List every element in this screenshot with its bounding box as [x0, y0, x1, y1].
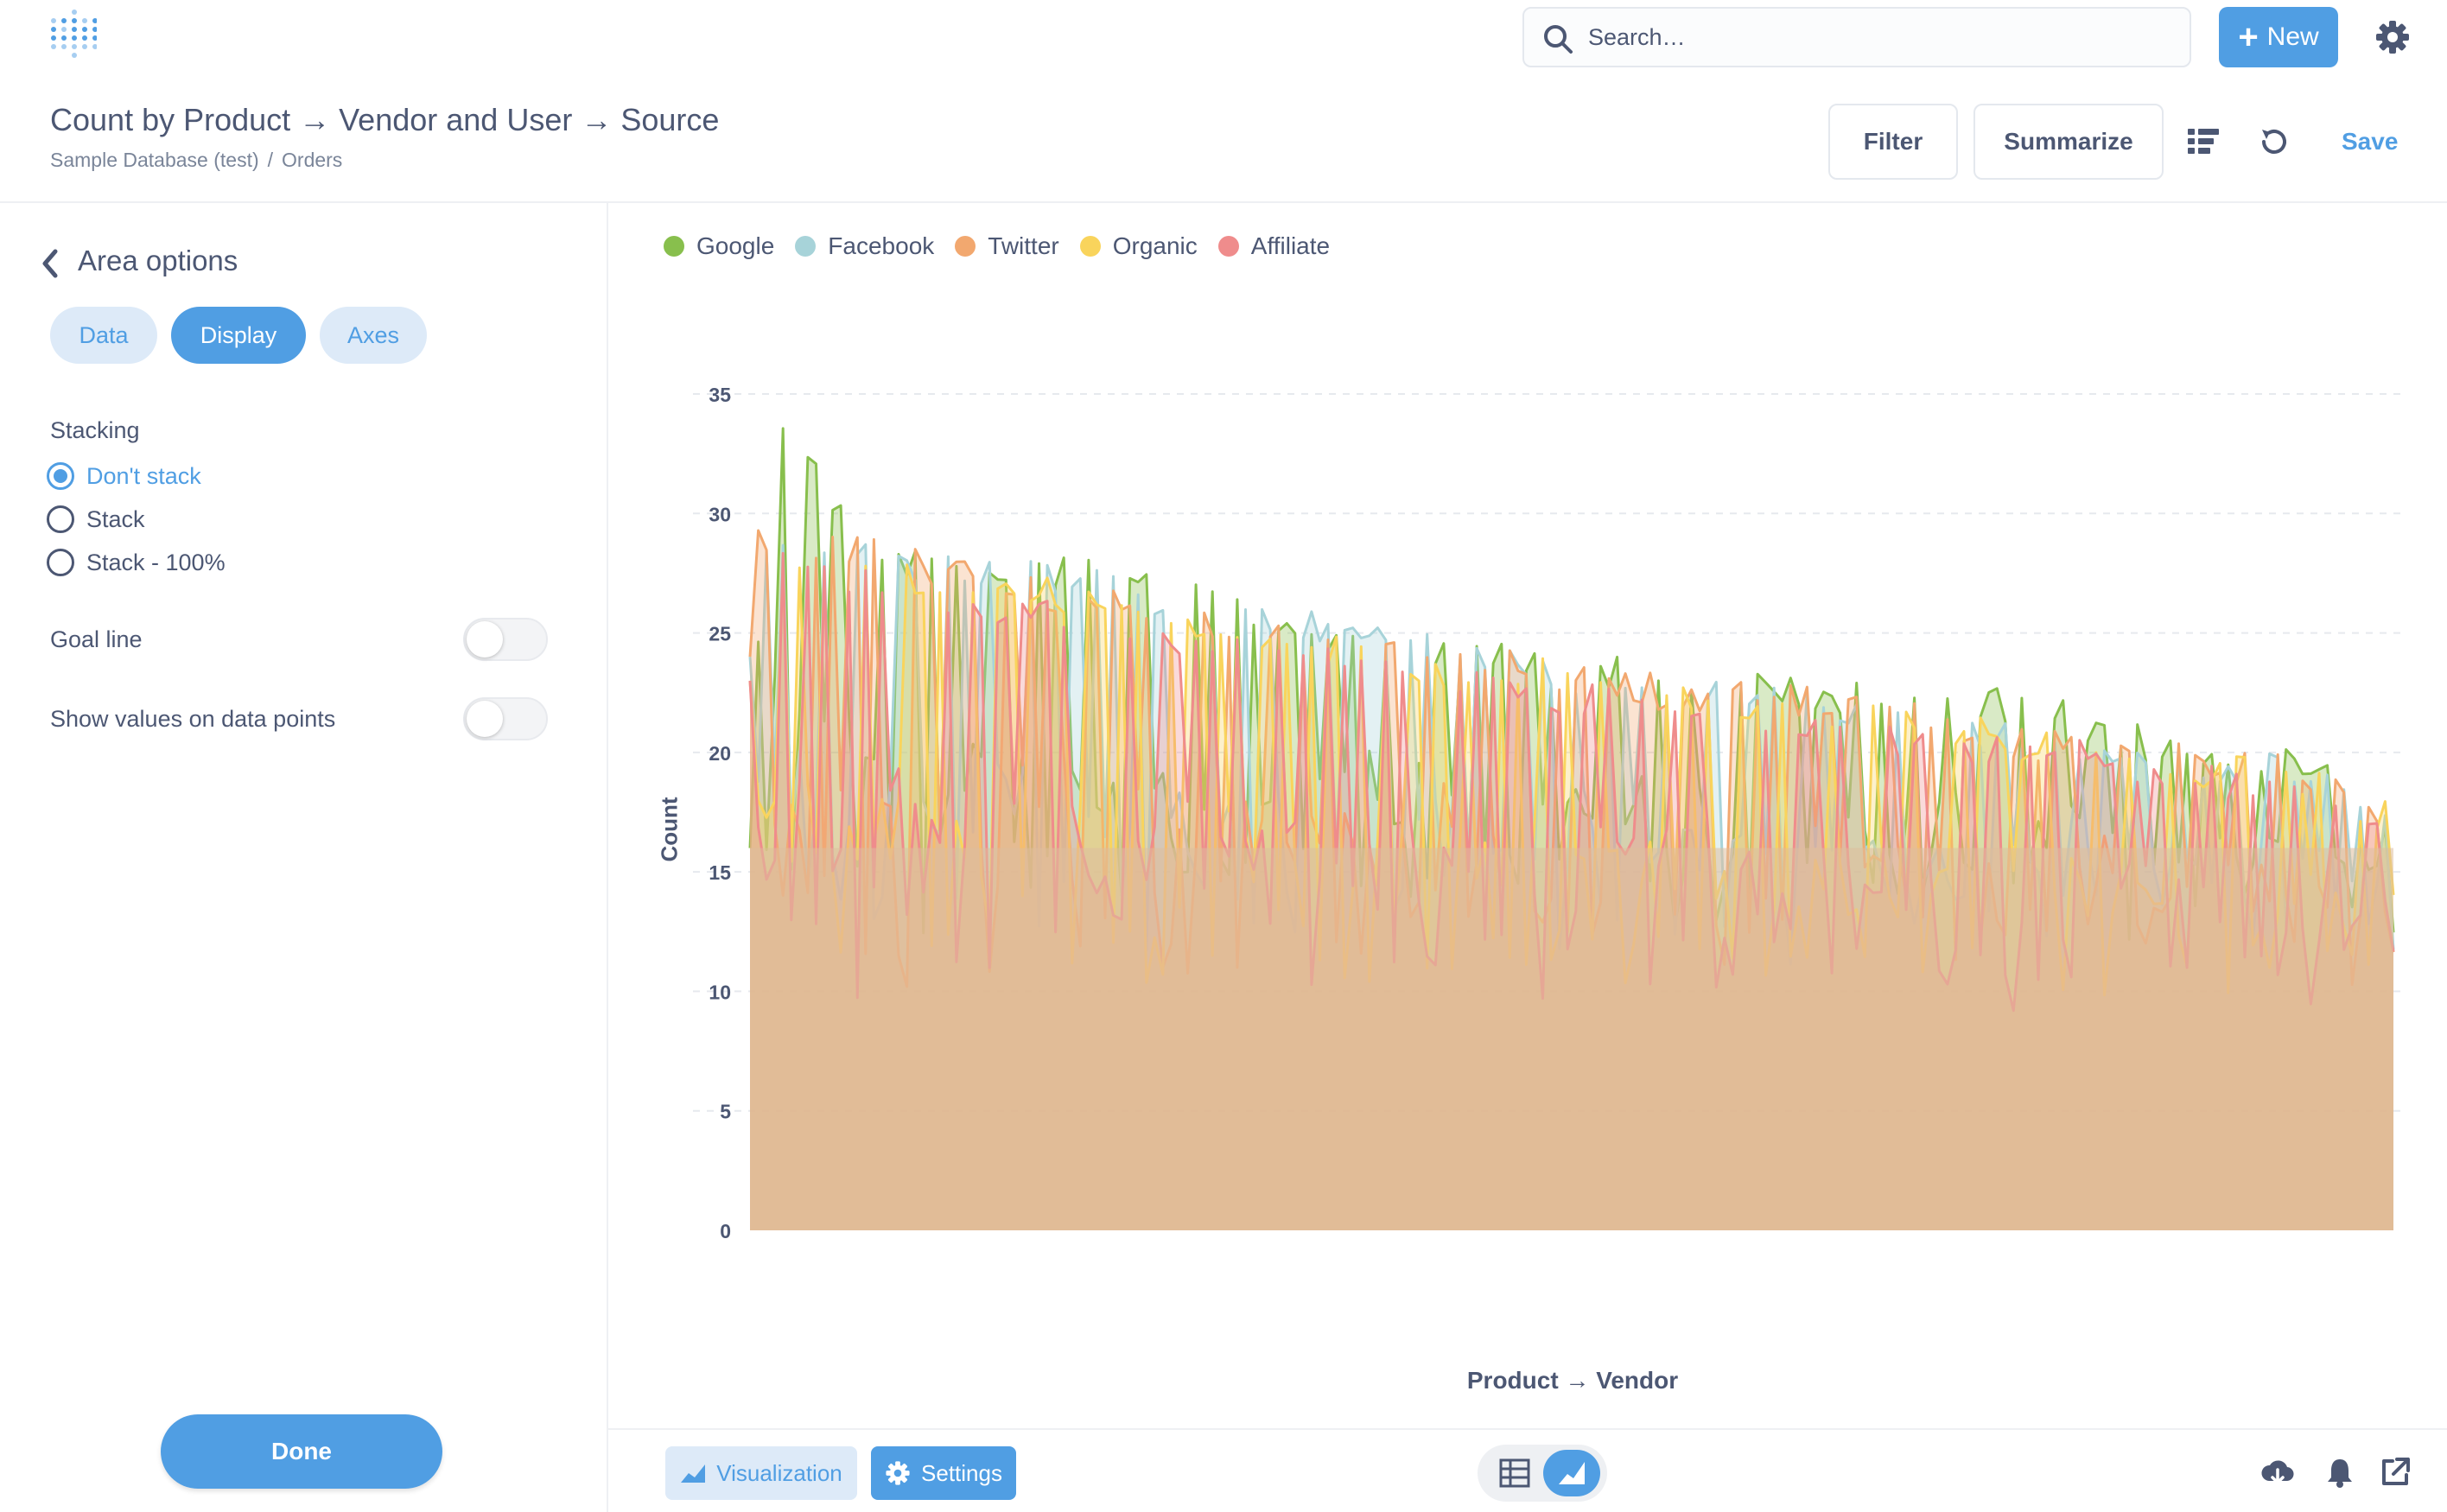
- area-chart-icon: [681, 1464, 706, 1483]
- search-bar[interactable]: [1522, 7, 2191, 67]
- footer-divider: [608, 1428, 2447, 1430]
- question-title[interactable]: Count by Product → Vendor and User → Sou…: [50, 102, 720, 137]
- area-chart-icon: [1559, 1462, 1585, 1484]
- y-tick-label: 25: [709, 623, 731, 645]
- legend-item-twitter[interactable]: Twitter: [955, 232, 1059, 260]
- radio-circle[interactable]: [47, 462, 74, 490]
- download-icon[interactable]: [2260, 1455, 2295, 1490]
- legend-label: Twitter: [988, 232, 1059, 259]
- y-tick-label: 0: [720, 1220, 731, 1242]
- gear-icon[interactable]: [2374, 19, 2411, 55]
- table-icon[interactable]: [1498, 1457, 1531, 1490]
- search-input[interactable]: [1586, 16, 2174, 59]
- legend-label: Facebook: [828, 232, 935, 259]
- share-icon[interactable]: [2378, 1455, 2412, 1490]
- legend-dot: [664, 236, 684, 257]
- chart-legend: Google Facebook Twitter Organic Affiliate: [664, 232, 1330, 261]
- legend-dot: [1079, 236, 1101, 257]
- breadcrumb-table[interactable]: Orders: [282, 149, 343, 171]
- header-divider: [0, 201, 2447, 203]
- goal-line-label: Goal line: [50, 626, 143, 652]
- radio-label: Stack - 100%: [86, 549, 226, 575]
- legend-label: Google: [696, 232, 775, 259]
- stacking-label: Stacking: [50, 417, 140, 443]
- breadcrumb-separator: /: [267, 149, 274, 171]
- view-toggle[interactable]: [1478, 1445, 1607, 1502]
- legend-item-organic[interactable]: Organic: [1079, 232, 1198, 260]
- overlap-area: [750, 848, 2393, 1230]
- x-axis-label: Product → Vendor: [1466, 1367, 1679, 1394]
- y-tick-label: 10: [709, 981, 731, 1003]
- area-chart: 0 5 10 15 20 25 30 35: [693, 384, 2404, 1242]
- chevron-left-icon[interactable]: [38, 248, 62, 279]
- radio-stack[interactable]: Stack: [47, 502, 145, 537]
- legend-item-facebook[interactable]: Facebook: [795, 232, 934, 260]
- gear-icon: [886, 1461, 910, 1485]
- show-values-label: Show values on data points: [50, 706, 336, 732]
- radio-stack-100[interactable]: Stack - 100%: [47, 545, 226, 580]
- chart-settings-sidebar: Area options Data Display Axes Stacking …: [0, 203, 608, 1512]
- new-button-label: New: [2266, 22, 2319, 51]
- legend-item-affiliate[interactable]: Affiliate: [1217, 232, 1331, 260]
- settings-label: Settings: [921, 1459, 1002, 1486]
- top-bar: + New: [0, 0, 2447, 74]
- toggle-knob: [467, 621, 503, 658]
- search-icon: [1544, 25, 1573, 54]
- radio-label: Don't stack: [86, 462, 201, 489]
- save-button[interactable]: Save: [2342, 128, 2399, 155]
- done-button[interactable]: Done: [161, 1414, 442, 1489]
- visualization-button[interactable]: Visualization: [665, 1446, 857, 1500]
- chart-view-button[interactable]: [1543, 1450, 1600, 1496]
- bell-icon[interactable]: [2323, 1455, 2357, 1490]
- metabase-logo-icon[interactable]: [48, 9, 97, 60]
- settings-button[interactable]: Settings: [871, 1446, 1016, 1500]
- legend-dot: [955, 236, 976, 257]
- radio-dont-stack[interactable]: Don't stack: [47, 459, 201, 493]
- y-tick-label: 35: [709, 384, 731, 406]
- filter-button[interactable]: Filter: [1828, 104, 1958, 180]
- legend-dot: [1217, 236, 1239, 257]
- radio-circle[interactable]: [47, 549, 74, 576]
- refresh-icon[interactable]: [2257, 124, 2291, 159]
- visualization-label: Visualization: [716, 1459, 842, 1486]
- tab-data[interactable]: Data: [50, 307, 157, 364]
- series-line-twitter[interactable]: [748, 529, 2395, 988]
- goal-line-toggle[interactable]: [463, 618, 548, 661]
- legend-label: Organic: [1112, 232, 1198, 259]
- radio-circle[interactable]: [47, 505, 74, 533]
- legend-item-google[interactable]: Google: [664, 232, 774, 260]
- new-button[interactable]: + New: [2219, 7, 2338, 67]
- y-tick-label: 5: [720, 1101, 731, 1123]
- tab-display[interactable]: Display: [171, 307, 306, 364]
- toggle-knob: [467, 701, 503, 737]
- tab-axes[interactable]: Axes: [320, 307, 427, 364]
- plus-icon: +: [2238, 18, 2259, 56]
- summarize-button[interactable]: Summarize: [1973, 104, 2164, 180]
- y-tick-label: 15: [709, 861, 731, 884]
- legend-dot: [795, 236, 817, 257]
- radio-label: Stack: [86, 505, 145, 532]
- breadcrumb: Sample Database (test) / Orders: [50, 149, 342, 172]
- y-tick-label: 30: [709, 503, 731, 525]
- y-axis-label: Count: [656, 797, 683, 862]
- legend-label: Affiliate: [1250, 232, 1331, 259]
- y-tick-label: 20: [709, 742, 731, 765]
- show-values-toggle[interactable]: [463, 697, 548, 740]
- breadcrumb-database[interactable]: Sample Database (test): [50, 149, 259, 171]
- list-icon[interactable]: [2188, 126, 2219, 157]
- sidebar-heading[interactable]: Area options: [78, 245, 238, 276]
